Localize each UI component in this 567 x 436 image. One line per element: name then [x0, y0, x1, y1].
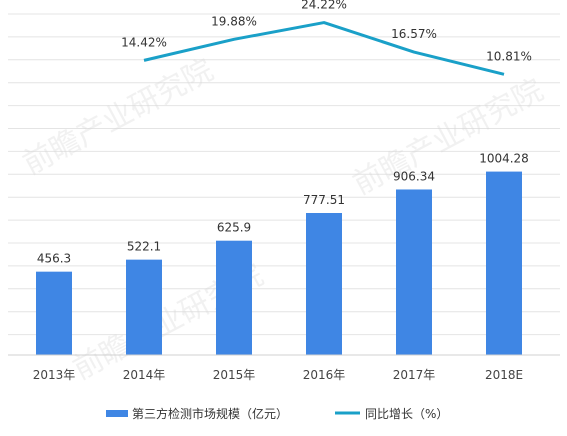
bar	[126, 259, 162, 355]
legend-bar-swatch	[106, 410, 128, 417]
x-tick-label: 2017年	[393, 368, 436, 382]
bar	[36, 271, 72, 355]
bar-value-label: 522.1	[127, 240, 161, 254]
growth-line	[143, 21, 505, 76]
x-tick-label: 2015年	[213, 368, 256, 382]
bar-value-label: 777.51	[303, 193, 345, 207]
line-value-label: 14.42%	[121, 35, 167, 49]
line-value-label: 19.88%	[211, 14, 257, 28]
bar-value-labels: 456.3 522.1 625.9 777.51 906.34 1004.28	[37, 152, 529, 266]
x-tick-label: 2016年	[303, 368, 346, 382]
line-value-labels: 14.42% 19.88% 24.22% 16.57% 10.81%	[121, 0, 532, 63]
bar-series	[36, 171, 522, 355]
line-series	[143, 21, 505, 76]
bar-value-label: 906.34	[393, 169, 435, 183]
line-value-label: 16.57%	[391, 27, 437, 41]
bar	[216, 240, 252, 355]
legend: 第三方检测市场规模（亿元） 同比增长（%）	[106, 406, 448, 421]
x-tick-label: 2013年	[33, 368, 76, 382]
x-tick-labels: 2013年 2014年 2015年 2016年 2017年 2018E	[33, 368, 523, 382]
bar	[306, 213, 342, 355]
bar-value-label: 1004.28	[479, 152, 529, 166]
bar	[486, 171, 522, 355]
line-value-label: 24.22%	[301, 0, 347, 12]
legend-line-label: 同比增长（%）	[365, 407, 448, 421]
gridlines	[8, 13, 560, 336]
x-tick-label: 2018E	[485, 368, 523, 382]
legend-bar-label: 第三方检测市场规模（亿元）	[132, 406, 288, 421]
bar-value-label: 456.3	[37, 252, 71, 266]
x-tick-label: 2014年	[123, 368, 166, 382]
bar-value-label: 625.9	[217, 221, 251, 235]
bar	[396, 189, 432, 355]
watermark-text: 前瞻产业研究院	[17, 53, 219, 182]
line-value-label: 10.81%	[486, 49, 532, 63]
